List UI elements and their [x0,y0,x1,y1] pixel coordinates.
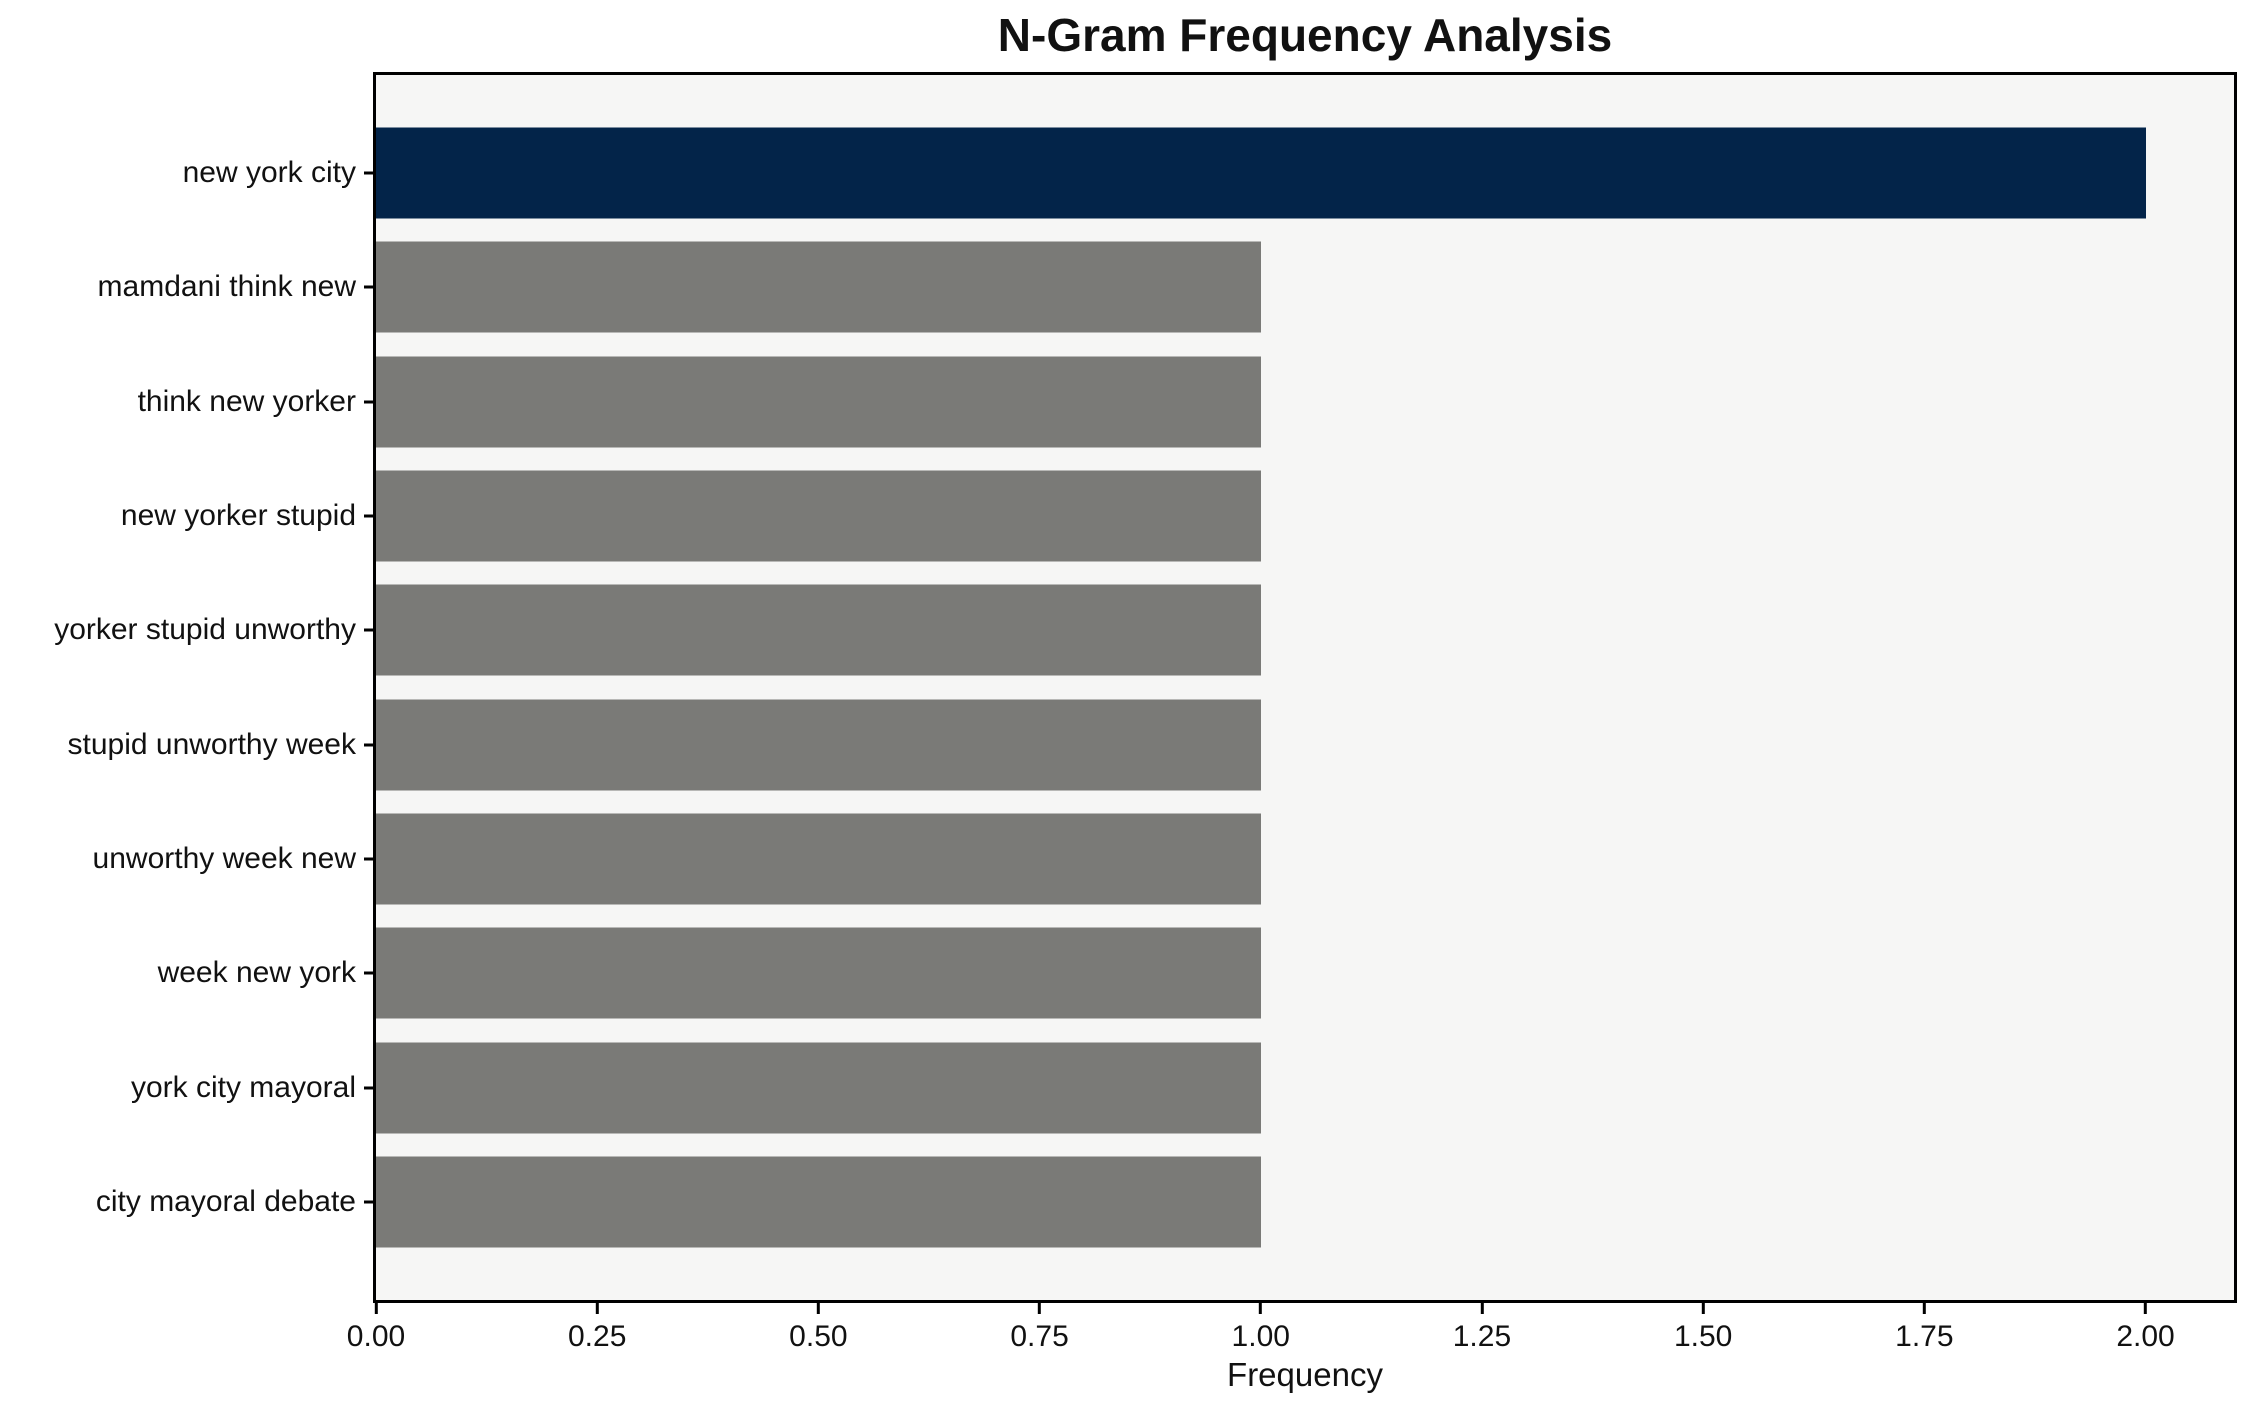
y-tick-mark [364,285,373,289]
y-tick-mark [364,400,373,404]
x-tick: 0.25 [568,1303,626,1354]
bars-layer: new york city mamdani think new think ne… [54,75,2234,1300]
bar [376,1042,1261,1134]
x-tick-mark [374,1303,378,1314]
y-tick-mark [364,1086,373,1090]
x-tick-mark [816,1303,820,1314]
x-tick-mark [1922,1303,1926,1314]
x-tick-label: 1.00 [1231,1320,1290,1353]
chart-title: N-Gram Frequency Analysis [997,9,1613,61]
y-tick-mark [364,171,373,175]
y-axis-category-label: stupid unworthy week [67,727,357,761]
bar [376,127,2146,219]
bar-row: city mayoral debate [96,1145,2234,1259]
bar [376,927,1261,1019]
x-tick-mark [1259,1303,1263,1314]
x-tick: 2.00 [2116,1303,2175,1354]
bar [376,470,1261,562]
x-tick-label: 1.50 [1673,1320,1733,1353]
x-tick-mark [1480,1303,1484,1314]
x-tick-label: 0.00 [346,1320,406,1353]
y-axis-category-label: new yorker stupid [120,499,356,533]
y-axis-category-label: think new yorker [137,384,356,418]
x-tick-label: 1.25 [1452,1320,1512,1353]
y-axis-category-label: unworthy week new [92,841,356,875]
x-tick: 1.75 [1895,1303,1954,1354]
x-tick-mark [2144,1303,2148,1314]
bar-row: unworthy week new [93,802,2234,916]
bar-row: yorker stupid unworthy [54,573,2234,687]
y-axis-category-label: york city mayoral [130,1070,356,1104]
x-tick: 1.50 [1674,1303,1732,1354]
bar [376,356,1261,448]
x-tick-label: 0.25 [567,1320,627,1353]
bar-row: week new york [158,916,2234,1030]
x-tick-label: 1.75 [1895,1320,1954,1353]
x-tick-label: 0.50 [789,1320,848,1353]
y-tick-mark [364,514,373,518]
y-tick-mark [364,628,373,632]
bar [376,241,1261,333]
bar-row: think new yorker [138,345,2234,459]
x-tick-mark [595,1303,599,1314]
x-tick: 1.25 [1453,1303,1511,1354]
x-tick-label: 2.00 [2116,1320,2175,1353]
bar-row: stupid unworthy week [68,687,2234,801]
bar-row: new york city [183,116,2234,230]
x-tick-label: 0.75 [1010,1320,1069,1353]
bar [376,813,1261,905]
bar-row: york city mayoral [131,1030,2234,1144]
bar-row: mamdani think new [98,230,2234,344]
bar [376,1156,1261,1248]
bar [376,584,1261,676]
x-tick: 0.00 [347,1303,405,1354]
x-axis-title: Frequency [1227,1356,1383,1393]
x-tick-mark [1038,1303,1042,1314]
x-tick-mark [1701,1303,1705,1314]
x-tick: 0.75 [1010,1303,1069,1354]
y-tick-mark [364,1200,373,1204]
y-tick-mark [364,971,373,975]
bar-row: new yorker stupid [121,459,2234,573]
x-tick: 0.50 [789,1303,848,1354]
y-tick-mark [364,743,373,747]
y-tick-mark [364,857,373,861]
x-tick: 1.00 [1232,1303,1290,1354]
y-axis-category-label: new york city [182,156,356,190]
y-axis-category-label: mamdani think new [97,270,356,304]
y-axis-category-label: city mayoral debate [95,1184,356,1218]
x-axis: 0.00 0.25 0.50 0.75 1.00 1.25 1.50 1.75 [347,1303,2234,1363]
y-axis-category-label: week new york [157,956,356,990]
plot-area: new york city mamdani think new think ne… [54,72,2237,1303]
bar [376,699,1261,791]
y-axis-category-label: yorker stupid unworthy [54,613,356,647]
